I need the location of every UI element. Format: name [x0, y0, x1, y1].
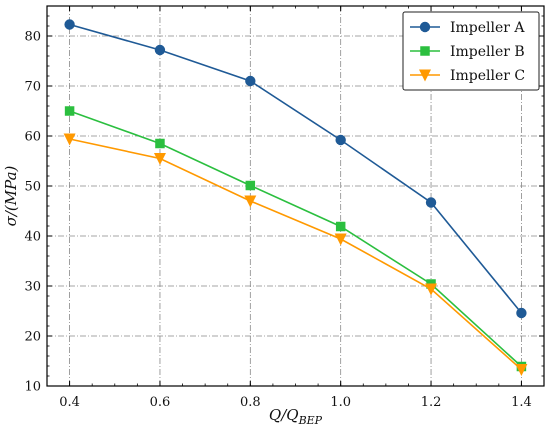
data-point — [425, 197, 437, 208]
data-point — [335, 134, 346, 146]
legend-marker — [419, 69, 431, 82]
series-line — [69, 23, 523, 314]
legend-box — [402, 11, 540, 91]
data-point — [244, 195, 257, 208]
legend-marker — [420, 46, 430, 56]
x-tick-label: 0.6 — [150, 395, 171, 410]
legend-label: Impeller C — [450, 68, 525, 84]
data-point — [154, 44, 166, 56]
data-point — [245, 75, 256, 87]
tick-labels: 0.4 0.6 0.8 1.0 1.2 1.4 10 20 30 40 50 60 70 80 — [24, 30, 531, 411]
series-impeller-c — [63, 133, 528, 376]
series-line — [69, 110, 522, 368]
ticks — [46, 5, 545, 387]
y-tick-label: 20 — [24, 330, 41, 345]
data-point — [425, 283, 438, 296]
series-line — [69, 138, 522, 371]
data-point — [153, 153, 166, 165]
legend-item: Impeller B — [410, 44, 525, 60]
legend-item: Impeller A — [410, 20, 525, 36]
data-point — [515, 364, 528, 376]
legend-item: Impeller C — [410, 68, 525, 84]
data-point — [64, 19, 75, 30]
y-tick-label: 30 — [24, 280, 41, 295]
y-tick-label: 60 — [24, 130, 41, 145]
y-tick-label: 70 — [24, 80, 41, 95]
legend: Impeller A Impeller B Impeller C — [402, 11, 540, 91]
x-tick-label: 1.2 — [421, 395, 442, 410]
x-tick-label: 1.0 — [330, 395, 351, 410]
series-layer — [63, 19, 528, 376]
series-impeller-b — [64, 106, 527, 372]
series-impeller-a — [64, 19, 527, 319]
data-point — [155, 138, 165, 149]
data-point — [516, 307, 527, 319]
data-point — [245, 180, 256, 191]
data-point — [64, 106, 75, 116]
legend-label: Impeller B — [450, 44, 525, 60]
legend-marker — [419, 21, 431, 33]
x-tick-label: 0.8 — [240, 395, 261, 410]
data-point — [335, 221, 346, 232]
y-axis-title: σ/(MPa) — [2, 165, 20, 226]
y-tick-label: 10 — [24, 380, 41, 395]
data-point — [63, 133, 76, 146]
legend-label: Impeller A — [450, 20, 525, 36]
x-tick-label: 0.4 — [59, 395, 80, 410]
y-tick-label: 40 — [24, 230, 41, 245]
x-tick-label: 1.4 — [511, 395, 532, 410]
data-point — [334, 233, 347, 246]
x-axis-title: Q/QBEP — [269, 406, 323, 427]
y-tick-label: 50 — [24, 180, 41, 195]
y-tick-label: 80 — [24, 30, 41, 45]
